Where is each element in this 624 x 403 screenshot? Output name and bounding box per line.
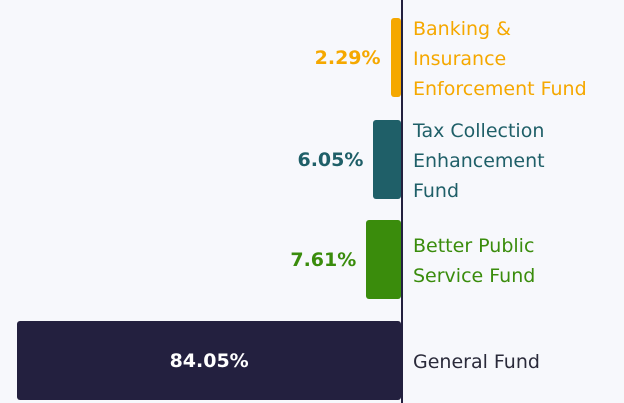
value-label: 84.05% <box>169 349 249 372</box>
category-label: General Fund <box>413 351 540 373</box>
bar <box>373 120 401 199</box>
bar <box>366 220 401 299</box>
value-label: 7.61% <box>290 248 357 271</box>
bar <box>390 18 401 97</box>
category-label: Better Public Service Fund <box>413 235 536 287</box>
axis-line <box>401 0 403 403</box>
value-label: 6.05% <box>297 148 364 171</box>
category-label: Banking & Insurance Enforcement Fund <box>413 18 587 100</box>
bar <box>17 321 401 400</box>
category-label: Tax Collection Enhancement Fund <box>413 120 545 202</box>
value-label: 2.29% <box>314 46 381 69</box>
